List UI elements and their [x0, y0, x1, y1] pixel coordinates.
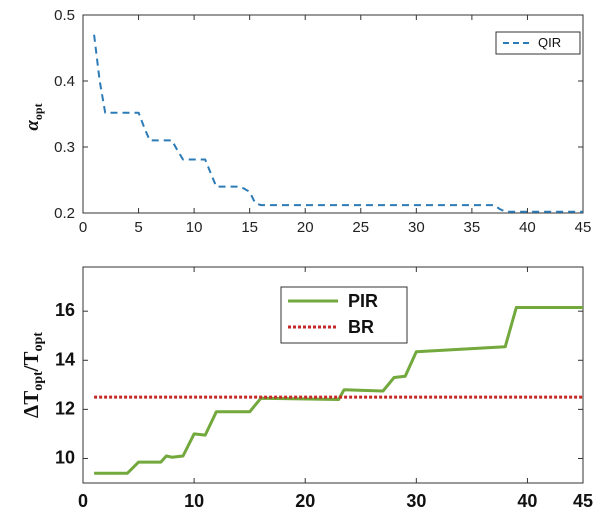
x-tick-label: 35 — [464, 219, 481, 236]
x-axis: 0 10 20 30 40 45 — [78, 267, 593, 509]
legend-box — [280, 286, 408, 344]
legend: PIR BR — [280, 286, 408, 344]
series-lines — [93, 34, 583, 213]
y-axis: 0.2 0.3 0.4 0.5 — [54, 7, 583, 222]
legend-label-qir: QIR — [538, 35, 561, 50]
x-tick-label: 45 — [575, 219, 592, 236]
y-tick-label: 0.2 — [54, 205, 75, 222]
y-axis-label-sub: opt — [31, 371, 46, 391]
y-tick-label: 16 — [55, 300, 75, 320]
series-lines — [94, 306, 583, 475]
x-tick-label: 40 — [519, 219, 536, 236]
y-axis-label-denominator-sub: opt — [31, 332, 46, 352]
legend-label-br: BR — [348, 317, 374, 337]
legend: QIR — [495, 31, 581, 55]
series-line-pir — [94, 306, 583, 475]
x-tick-label: 30 — [408, 219, 425, 236]
y-tick-label: 10 — [55, 447, 75, 467]
x-tick-label: 20 — [295, 491, 315, 509]
y-tick-label: 12 — [55, 398, 75, 418]
x-axis: 0 5 10 15 20 25 30 35 40 45 — [79, 15, 592, 236]
x-tick-label: 45 — [573, 491, 593, 509]
y-tick-label: 0.5 — [54, 7, 75, 24]
legend-box — [495, 31, 581, 55]
y-axis-label-main: ΔT — [19, 391, 43, 418]
x-tick-label: 30 — [406, 491, 426, 509]
legend-label-pir: PIR — [348, 291, 378, 311]
chart-alpha-opt: 0.2 0.3 0.4 0.5 0 5 10 15 20 25 30 35 40 45 αopt QIR — [22, 7, 591, 236]
x-tick-label: 10 — [186, 219, 203, 236]
x-tick-label: 25 — [352, 219, 369, 236]
y-axis-label-denominator: /T — [19, 351, 43, 372]
x-tick-label: 40 — [517, 491, 537, 509]
x-tick-label: 20 — [297, 219, 314, 236]
x-tick-label: 5 — [134, 219, 142, 236]
y-axis-label: ΔTopt/Topt — [19, 332, 46, 418]
x-tick-label: 10 — [184, 491, 204, 509]
y-axis-label-main: α — [22, 120, 43, 131]
x-tick-label: 0 — [78, 491, 88, 509]
y-axis: 10 12 14 16 — [55, 300, 583, 467]
series-line-qir — [93, 34, 583, 213]
y-axis-label: αopt — [22, 103, 45, 130]
y-tick-label: 14 — [55, 349, 75, 369]
y-tick-label: 0.4 — [54, 73, 75, 90]
x-tick-label: 0 — [79, 219, 87, 236]
x-tick-label: 15 — [241, 219, 258, 236]
y-tick-label: 0.3 — [54, 139, 75, 156]
y-axis-label-sub: opt — [31, 103, 45, 120]
